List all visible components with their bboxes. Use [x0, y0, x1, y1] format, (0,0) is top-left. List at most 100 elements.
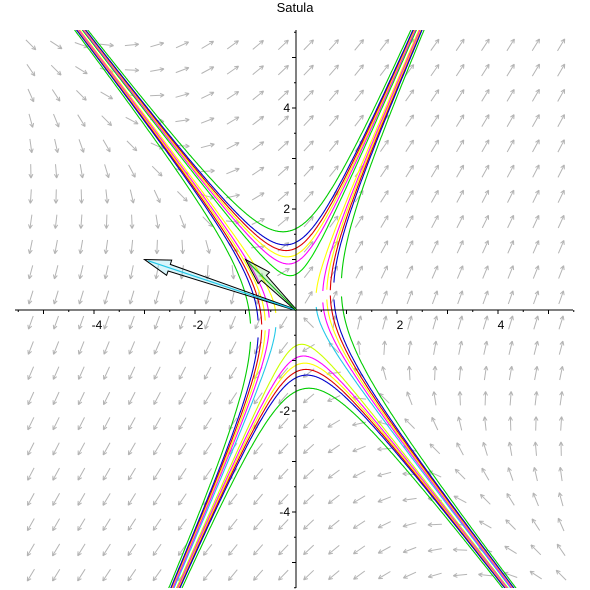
field-arrow [127, 493, 137, 506]
field-arrow [252, 115, 265, 126]
field-arrow [52, 543, 61, 557]
field-arrow [153, 315, 161, 330]
field-arrow [457, 416, 463, 431]
field-arrow [103, 239, 109, 255]
trajectory-curve [78, 30, 421, 318]
field-arrow [431, 265, 439, 279]
field-arrow [278, 544, 289, 556]
field-arrow [407, 315, 413, 330]
field-arrow [352, 520, 366, 529]
field-arrow [77, 467, 86, 481]
field-arrow [559, 391, 564, 406]
field-arrow [557, 240, 565, 254]
field-arrow [457, 391, 463, 406]
field-arrow [557, 189, 565, 203]
field-arrow [430, 63, 440, 77]
field-arrow [76, 90, 87, 101]
field-arrow [103, 315, 110, 330]
field-arrow [533, 416, 539, 431]
field-arrow [532, 466, 538, 482]
field-arrow [128, 164, 136, 178]
field-arrow [252, 65, 264, 75]
field-arrow [404, 418, 415, 429]
field-arrow [151, 165, 163, 177]
field-arrow [533, 391, 539, 406]
field-arrow [102, 417, 111, 431]
field-arrow [26, 64, 36, 77]
field-arrow [558, 416, 564, 431]
field-arrow [77, 417, 85, 431]
field-arrow [405, 114, 415, 127]
x-tick-label: 4 [498, 318, 505, 332]
field-arrow [381, 290, 388, 305]
field-arrow [478, 572, 493, 578]
field-arrow [99, 42, 114, 48]
trajectory-curve [177, 362, 507, 588]
field-arrow [533, 315, 540, 330]
field-arrow [558, 441, 564, 456]
field-arrow [229, 290, 235, 305]
y-tick-label: 2 [283, 202, 290, 216]
field-arrow [557, 517, 565, 532]
field-arrow [252, 141, 265, 151]
field-arrow [354, 64, 364, 76]
field-arrow [303, 544, 315, 556]
field-arrow [226, 167, 240, 175]
field-arrow [458, 340, 464, 355]
field-arrow [557, 88, 566, 102]
field-arrow [327, 419, 341, 428]
field-arrow [152, 493, 162, 506]
field-arrow [77, 543, 86, 557]
y-tick-label: 4 [283, 101, 290, 115]
field-arrow [100, 91, 114, 100]
field-arrow [52, 568, 61, 582]
field-arrow [103, 366, 110, 380]
field-arrow [201, 91, 215, 99]
field-arrow [483, 391, 488, 406]
trajectory-curve [75, 30, 423, 321]
field-arrow [52, 417, 60, 431]
field-arrow [558, 290, 565, 305]
trajectory-curve [87, 30, 412, 233]
field-arrow [534, 365, 539, 381]
field-arrow [508, 416, 513, 431]
trajectory-curve [175, 343, 509, 588]
field-arrow [352, 445, 366, 453]
field-arrow [103, 265, 109, 280]
field-arrow [128, 417, 136, 431]
field-arrow [26, 568, 35, 582]
field-arrow [226, 91, 240, 100]
field-arrow [302, 343, 315, 352]
field-arrow [27, 467, 35, 481]
field-arrow [229, 341, 237, 355]
field-arrow [177, 543, 187, 556]
field-arrow [124, 67, 140, 73]
field-arrow [302, 418, 315, 429]
field-arrow [481, 139, 490, 153]
field-arrow [432, 315, 439, 330]
field-arrow [456, 164, 465, 178]
trajectory-curve [170, 299, 515, 588]
field-arrow [482, 290, 489, 305]
field-arrow [277, 115, 289, 126]
field-arrow [228, 518, 238, 531]
trajectory-curve [82, 30, 416, 265]
field-arrow [228, 544, 238, 556]
field-arrow [78, 265, 84, 280]
field-arrow [427, 572, 442, 579]
field-arrow [226, 65, 240, 75]
field-arrow [128, 315, 135, 330]
field-arrow [327, 519, 340, 530]
field-arrow [127, 543, 137, 557]
field-arrow [559, 365, 565, 381]
field-arrow [481, 63, 490, 77]
field-arrow [27, 341, 34, 355]
field-arrow [481, 189, 490, 203]
field-arrow [77, 341, 85, 355]
field-arrow [508, 365, 514, 381]
field-arrow [405, 240, 414, 254]
field-arrow [557, 164, 565, 178]
field-arrow [457, 365, 463, 381]
field-arrow [27, 492, 35, 506]
